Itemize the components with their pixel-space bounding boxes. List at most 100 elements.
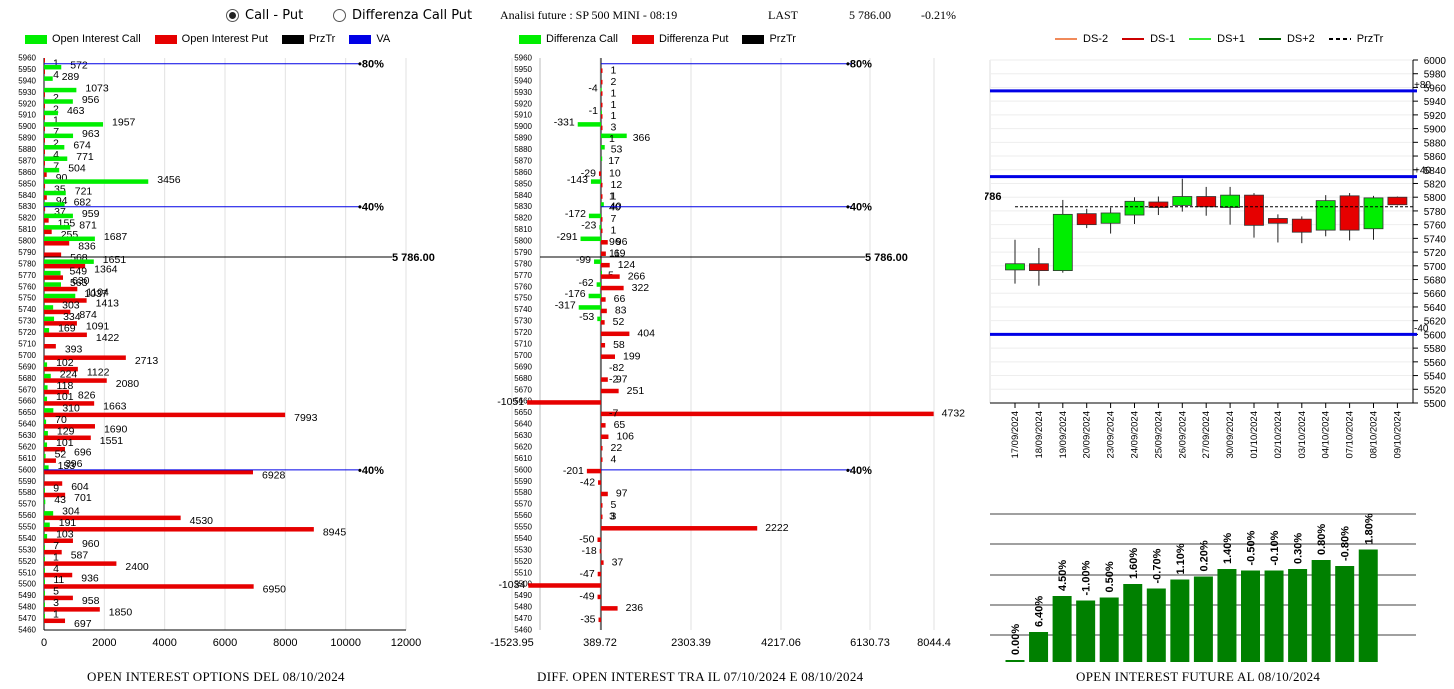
oi-call-bar [44, 591, 45, 596]
diff-call-label: -176 [565, 288, 586, 300]
oi-put-bar [44, 206, 46, 212]
oi-put-bar [44, 69, 45, 74]
y-tick-label: 5630 [514, 431, 532, 440]
diff-call-bar [596, 282, 601, 287]
future-bar [1335, 566, 1355, 662]
y-tick-label: 5850 [514, 179, 532, 188]
diff-call-label: -62 [578, 277, 593, 289]
oi-put-bar [44, 218, 49, 223]
y-tick-label: 5930 [514, 88, 532, 97]
y-tick-label: 5800 [1424, 193, 1447, 204]
radio-selected-icon[interactable] [226, 9, 239, 22]
oi-call-bar [44, 453, 46, 459]
diff-call-bar [601, 202, 604, 207]
diff-put-label: -18 [582, 545, 597, 557]
y-tick-label: 5680 [18, 374, 36, 383]
y-tick-label: 5730 [18, 317, 36, 326]
oi-put-label: 393 [65, 344, 83, 356]
diff-put-label: -1034 [498, 579, 525, 591]
y-tick-label: 5720 [514, 328, 532, 337]
x-tick-label: 12000 [391, 637, 422, 649]
radio-call-put-label: Call - Put [245, 8, 304, 23]
future-bar [1217, 569, 1237, 662]
oi-call-bar [44, 145, 65, 150]
y-tick-label: 5900 [1424, 125, 1447, 136]
y-tick-label: 5540 [514, 534, 532, 543]
oi-put-bar [44, 561, 117, 566]
future-bar-label: 0.30% [1293, 533, 1305, 564]
diff-put-bar [601, 79, 603, 85]
y-tick-label: 5690 [18, 362, 36, 371]
oi-call-label: 224 [60, 368, 78, 380]
y-tick-label: 5500 [1424, 399, 1447, 410]
y-tick-label: 5510 [514, 568, 532, 577]
y-tick-label: 5840 [514, 191, 532, 200]
diff-extra-label: 1 [609, 133, 615, 145]
oi-call-label: 1 [53, 609, 59, 621]
oi-put-label: 2 [53, 138, 59, 150]
oi-call-label: 334 [63, 311, 81, 323]
y-tick-label: 5670 [514, 385, 532, 394]
diff-put-label: 3 [611, 122, 617, 134]
y-tick-label: 5640 [18, 420, 36, 429]
diff-call-bar [599, 225, 601, 230]
oi-call-label: 11 [53, 574, 64, 586]
diff-call-bar [578, 305, 601, 310]
radio-call-put[interactable]: Call - Put [226, 8, 303, 23]
radio-differenza[interactable]: Differenza Call Put [333, 8, 472, 23]
diff-call-bar [594, 259, 601, 264]
y-tick-label: 5880 [18, 145, 36, 154]
oi-call-label: 7 [53, 540, 59, 552]
y-tick-label: 5910 [18, 111, 36, 120]
oi-call-bar [44, 99, 73, 104]
diff-call-label: -53 [579, 311, 594, 323]
legend-item-oi-call: Open Interest Call [25, 33, 141, 45]
diff-put-label: 52 [613, 316, 625, 328]
legend-item-ds-2: DS-2 [1055, 33, 1108, 45]
candle-body [1148, 201, 1169, 208]
x-tick-label: 20/09/2024 [1082, 411, 1093, 459]
diff-put-label: 199 [623, 350, 641, 362]
diff-put-label: 4 [611, 453, 617, 465]
y-tick-label: 5780 [1424, 207, 1447, 218]
oi-put-bar [44, 584, 254, 589]
oi-call-label: 70 [55, 414, 67, 426]
oi-put-label: 1690 [104, 424, 128, 436]
diff-put-label: 106 [616, 431, 634, 443]
diff-put-bar [599, 548, 602, 554]
diff-put-label: -42 [580, 476, 595, 488]
diff-put-label: 58 [613, 339, 625, 351]
future-bar [1358, 549, 1378, 662]
oi-put-label: 7 [53, 126, 59, 138]
diff-put-label: 83 [615, 305, 627, 317]
diff-put-label: 1 [611, 225, 617, 237]
y-tick-label: 5860 [514, 168, 532, 177]
oi-call-bar [44, 122, 104, 127]
oi-call-bar [44, 499, 46, 505]
future-bar [1029, 632, 1049, 662]
diff-put-bar [601, 434, 609, 440]
y-tick-label: 5590 [18, 477, 36, 486]
future-bar-label: 0.00% [1010, 624, 1022, 655]
radio-unselected-icon[interactable] [333, 9, 346, 22]
future-bar [1052, 596, 1072, 662]
y-tick-label: 5670 [18, 385, 36, 394]
y-tick-label: 5730 [514, 317, 532, 326]
oi-call-label: 303 [62, 300, 80, 312]
x-tick-label: 389.72 [583, 637, 617, 649]
diff-put-bar [601, 102, 603, 108]
oi-put-bar [44, 424, 95, 429]
diff-put-bar [601, 457, 603, 462]
diff-put-label: 236 [626, 602, 644, 614]
legend-diff: Differenza Call Differenza Put PrzTr [519, 33, 810, 45]
legend-item-diff-prztr: PrzTr [742, 33, 796, 45]
diff-put-label: 1 [611, 99, 617, 111]
y-tick-label: 5540 [18, 534, 36, 543]
x-tick-label: 02/10/2024 [1273, 411, 1284, 459]
oi-call-bar [44, 133, 74, 139]
va-label: •80% [358, 59, 384, 71]
diff-put-label: 251 [627, 385, 645, 397]
diff-put-label: 2222 [765, 522, 789, 534]
candle-body [1172, 196, 1193, 206]
